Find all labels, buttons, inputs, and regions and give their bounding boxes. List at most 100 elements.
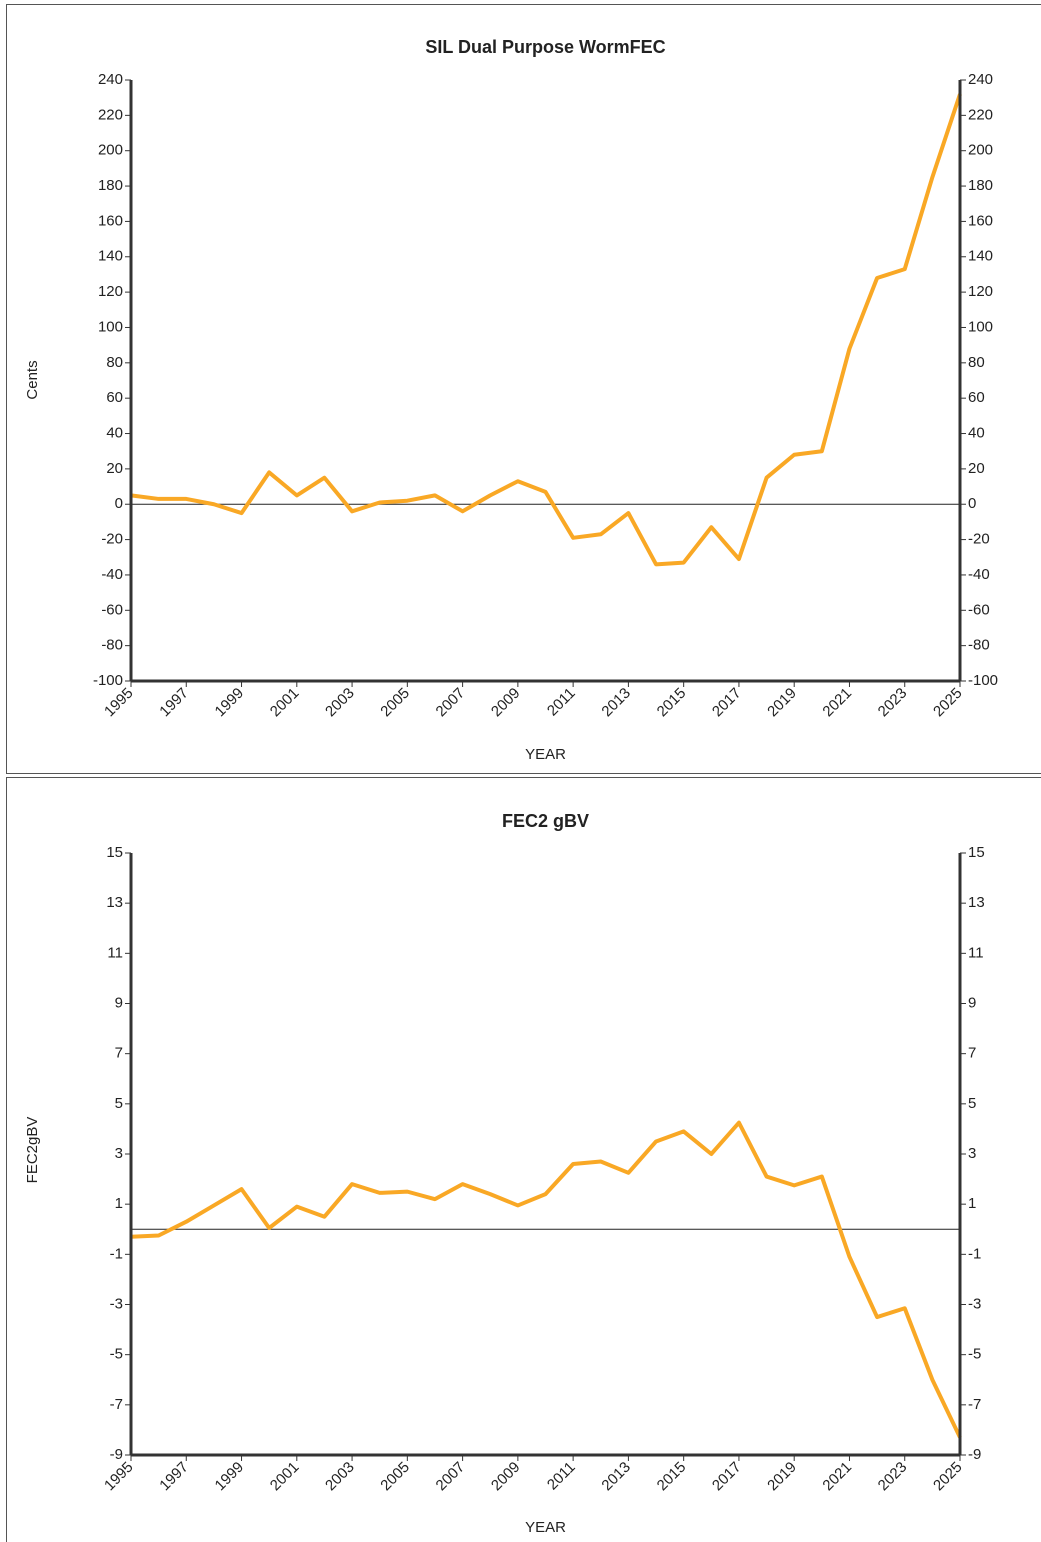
y-tick-label: -40 (101, 566, 123, 583)
y-tick-label: -7 (110, 1396, 123, 1413)
x-tick-label: 2005 (377, 685, 413, 721)
y-tick-label: 220 (98, 106, 123, 123)
y-tick-label: 9 (115, 994, 123, 1011)
x-tick-label: 2023 (875, 1459, 911, 1495)
y-tick-label: 120 (98, 283, 123, 300)
chart-title: SIL Dual Purpose WormFEC (425, 37, 665, 57)
y-tick-label: 1 (115, 1195, 123, 1212)
x-tick-label: 1999 (212, 1459, 248, 1495)
y-tick-label: -40 (968, 566, 990, 583)
y-tick-label: 200 (968, 142, 993, 159)
y-tick-label: 0 (115, 495, 123, 512)
x-tick-label: 2003 (322, 685, 358, 721)
x-tick-label: 2025 (930, 1459, 966, 1495)
x-tick-label: 1995 (101, 1459, 137, 1495)
x-tick-label: 1997 (156, 1459, 192, 1495)
x-tick-label: 2011 (544, 685, 579, 720)
y-tick-label: 3 (968, 1145, 976, 1162)
x-tick-label: 2001 (267, 1459, 303, 1495)
y-axis-label: FEC2gBV (24, 1117, 41, 1184)
y-tick-label: 13 (968, 894, 985, 911)
y-tick-label: -20 (101, 531, 123, 548)
x-tick-label: 2005 (377, 1459, 413, 1495)
y-tick-label: 60 (106, 389, 123, 406)
y-tick-label: 40 (968, 424, 985, 441)
x-tick-label: 2013 (598, 685, 634, 721)
x-tick-label: 2021 (819, 1459, 855, 1495)
y-tick-label: 1 (968, 1195, 976, 1212)
y-tick-label: 60 (968, 389, 985, 406)
y-tick-label: -100 (968, 672, 998, 689)
x-tick-label: 2017 (709, 685, 745, 721)
y-tick-label: 120 (968, 283, 993, 300)
x-tick-label: 2009 (488, 685, 524, 721)
y-tick-label: -9 (968, 1446, 981, 1463)
y-tick-label: -20 (968, 531, 990, 548)
y-tick-label: 180 (968, 177, 993, 194)
y-tick-label: 5 (968, 1095, 976, 1112)
x-tick-label: 2015 (654, 685, 690, 721)
y-tick-label: 180 (98, 177, 123, 194)
y-tick-label: 13 (106, 894, 123, 911)
y-tick-label: -5 (110, 1346, 123, 1363)
y-tick-label: 40 (106, 424, 123, 441)
y-tick-label: 7 (115, 1045, 123, 1062)
y-tick-label: -5 (968, 1346, 981, 1363)
y-tick-label: 9 (968, 994, 976, 1011)
x-tick-label: 2015 (654, 1459, 690, 1495)
y-tick-label: 15 (106, 844, 123, 861)
x-tick-label: 1995 (101, 685, 137, 721)
y-tick-label: -1 (968, 1245, 981, 1262)
y-tick-label: 160 (98, 212, 123, 229)
y-tick-label: 11 (968, 944, 984, 961)
x-tick-label: 1999 (212, 685, 248, 721)
y-tick-label: 20 (106, 460, 123, 477)
y-tick-label: -60 (968, 601, 990, 618)
panel-border (6, 777, 1041, 1542)
x-tick-label: 2017 (709, 1459, 745, 1495)
y-tick-label: 240 (968, 71, 993, 88)
y-tick-label: 0 (968, 495, 976, 512)
y-tick-label: -3 (110, 1295, 123, 1312)
x-tick-label: 2003 (322, 1459, 358, 1495)
data-line (130, 1120, 962, 1439)
y-axis-label: Cents (24, 360, 41, 399)
x-tick-label: 2023 (875, 685, 911, 721)
x-tick-label: 2011 (544, 1459, 579, 1494)
x-tick-label: 2001 (267, 685, 303, 721)
x-tick-label: 2013 (598, 1459, 634, 1495)
panel-border (6, 4, 1041, 774)
y-tick-label: 5 (115, 1095, 123, 1112)
x-tick-label: 2019 (764, 1459, 800, 1495)
y-tick-label: 80 (106, 354, 123, 371)
y-tick-label: -1 (110, 1245, 123, 1262)
y-tick-label: -60 (101, 601, 123, 618)
y-tick-label: 140 (968, 248, 993, 265)
x-tick-label: 2007 (433, 685, 469, 721)
x-tick-label: 2007 (433, 1459, 469, 1495)
chart-title: FEC2 gBV (502, 811, 589, 831)
data-line (130, 93, 962, 567)
y-tick-label: -7 (968, 1396, 981, 1413)
y-tick-label: 160 (968, 212, 993, 229)
y-tick-label: 80 (968, 354, 985, 371)
y-tick-label: -9 (110, 1446, 123, 1463)
y-tick-label: 100 (98, 318, 123, 335)
x-tick-label: 2025 (930, 685, 966, 721)
y-tick-label: 200 (98, 142, 123, 159)
y-tick-label: -80 (101, 637, 123, 654)
y-tick-label: 220 (968, 106, 993, 123)
y-tick-label: 100 (968, 318, 993, 335)
y-tick-label: -3 (968, 1295, 981, 1312)
y-tick-label: 7 (968, 1045, 976, 1062)
x-axis-label: YEAR (525, 746, 566, 763)
x-tick-label: 2009 (488, 1459, 524, 1495)
y-tick-label: 20 (968, 460, 985, 477)
y-tick-label: 140 (98, 248, 123, 265)
y-tick-label: 15 (968, 844, 985, 861)
y-tick-label: 11 (107, 944, 123, 961)
y-tick-label: -100 (93, 672, 123, 689)
y-tick-label: 240 (98, 71, 123, 88)
y-tick-label: -80 (968, 637, 990, 654)
